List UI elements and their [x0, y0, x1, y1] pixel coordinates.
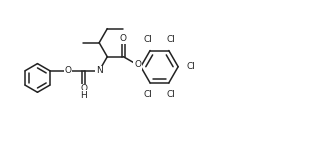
Text: Cl: Cl: [143, 35, 152, 44]
Text: Cl: Cl: [167, 90, 176, 99]
Text: N: N: [96, 66, 103, 75]
Text: O: O: [64, 66, 71, 75]
Text: O: O: [80, 84, 87, 93]
Text: Cl: Cl: [143, 90, 152, 99]
Text: O: O: [120, 34, 127, 43]
Text: H: H: [80, 91, 87, 100]
Text: Cl: Cl: [167, 35, 176, 44]
Text: Cl: Cl: [186, 62, 195, 71]
Text: O: O: [134, 60, 141, 69]
